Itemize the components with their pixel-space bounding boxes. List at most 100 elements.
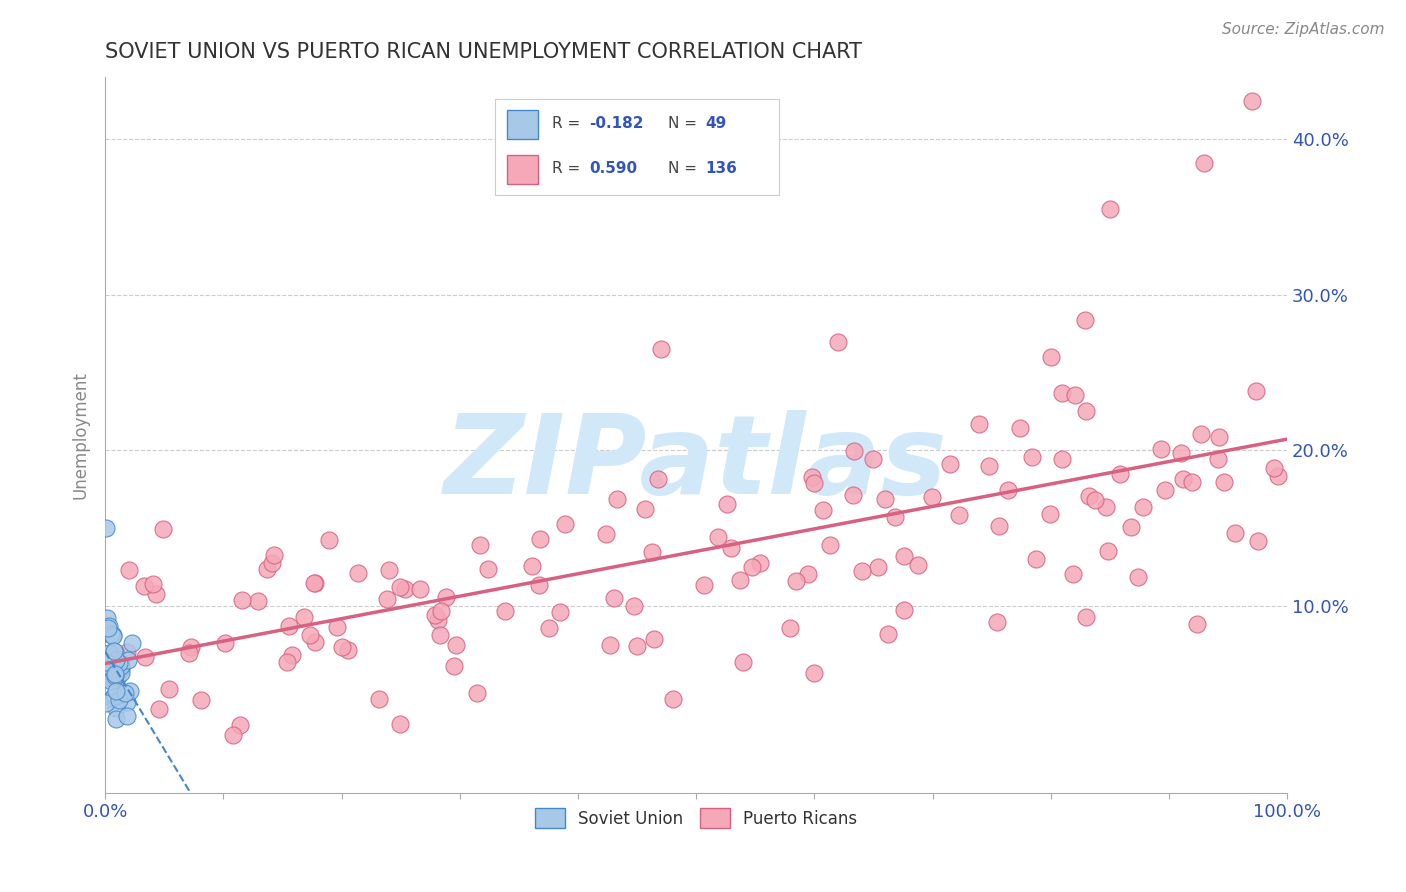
Point bbox=[626, 640, 648, 654]
Point bbox=[1171, 472, 1194, 486]
Point bbox=[741, 559, 763, 574]
Point bbox=[921, 491, 943, 505]
Point bbox=[1021, 450, 1043, 465]
Point bbox=[101, 629, 124, 643]
Point bbox=[152, 522, 174, 536]
Point bbox=[304, 575, 326, 590]
Point bbox=[429, 628, 451, 642]
Point bbox=[1062, 567, 1084, 582]
Point bbox=[1189, 426, 1212, 441]
Point bbox=[104, 664, 127, 678]
Point bbox=[520, 559, 543, 574]
Point bbox=[114, 686, 136, 700]
Point bbox=[298, 627, 321, 641]
Point bbox=[877, 626, 900, 640]
Point bbox=[100, 674, 122, 689]
Point bbox=[1170, 446, 1192, 460]
Point bbox=[866, 560, 889, 574]
Point bbox=[104, 667, 127, 681]
Point bbox=[104, 669, 127, 683]
Point bbox=[96, 663, 118, 677]
Point bbox=[803, 475, 825, 490]
Point bbox=[603, 591, 626, 606]
Point bbox=[1038, 508, 1060, 522]
Point bbox=[1223, 526, 1246, 541]
Point bbox=[96, 661, 118, 675]
Point bbox=[110, 657, 132, 672]
Point bbox=[278, 618, 301, 632]
Point bbox=[643, 632, 665, 646]
Point bbox=[1064, 388, 1087, 402]
Point bbox=[430, 604, 453, 618]
Point bbox=[797, 567, 820, 582]
Point bbox=[893, 603, 915, 617]
Point bbox=[115, 645, 138, 659]
Point bbox=[260, 556, 283, 570]
Y-axis label: Unemployment: Unemployment bbox=[72, 371, 89, 499]
Point bbox=[599, 638, 621, 652]
Point bbox=[779, 621, 801, 635]
Point bbox=[1108, 467, 1130, 481]
Point bbox=[1074, 313, 1097, 327]
Point bbox=[1052, 386, 1074, 401]
Point bbox=[939, 457, 962, 471]
Point bbox=[115, 694, 138, 708]
Point bbox=[101, 673, 124, 687]
Point bbox=[105, 689, 128, 703]
Point bbox=[1074, 404, 1097, 418]
Point bbox=[1181, 475, 1204, 489]
Point bbox=[1240, 94, 1263, 108]
Point bbox=[827, 334, 849, 349]
Point bbox=[1208, 430, 1230, 444]
Point bbox=[813, 503, 835, 517]
Point bbox=[96, 656, 118, 670]
Point bbox=[1077, 489, 1099, 503]
Point bbox=[706, 530, 728, 544]
Legend: Soviet Union, Puerto Ricans: Soviet Union, Puerto Ricans bbox=[529, 802, 865, 834]
Point bbox=[96, 521, 118, 535]
Point bbox=[318, 533, 340, 547]
Text: Source: ZipAtlas.com: Source: ZipAtlas.com bbox=[1222, 22, 1385, 37]
Point bbox=[538, 621, 561, 635]
Point bbox=[105, 671, 128, 685]
Point bbox=[1267, 468, 1289, 483]
Point bbox=[97, 618, 120, 632]
Point bbox=[231, 593, 253, 607]
Point bbox=[105, 658, 128, 673]
Point bbox=[426, 613, 449, 627]
Point bbox=[294, 610, 316, 624]
Point bbox=[1008, 421, 1031, 435]
Point bbox=[893, 549, 915, 563]
Point bbox=[1076, 609, 1098, 624]
Point bbox=[100, 668, 122, 682]
Point bbox=[375, 592, 398, 607]
Point bbox=[986, 615, 1008, 629]
Point bbox=[110, 666, 132, 681]
Point bbox=[693, 577, 716, 591]
Point bbox=[720, 541, 742, 555]
Point bbox=[443, 659, 465, 673]
Point bbox=[1154, 483, 1177, 497]
Point bbox=[1084, 492, 1107, 507]
Point bbox=[108, 656, 131, 670]
Point bbox=[436, 591, 458, 605]
Point bbox=[134, 649, 156, 664]
Point bbox=[98, 646, 121, 660]
Point bbox=[108, 693, 131, 707]
Point bbox=[647, 472, 669, 486]
Point bbox=[304, 635, 326, 649]
Point bbox=[1095, 500, 1118, 514]
Point bbox=[101, 628, 124, 642]
Point bbox=[1263, 460, 1285, 475]
Point bbox=[142, 577, 165, 591]
Point bbox=[988, 519, 1011, 533]
Point bbox=[148, 702, 170, 716]
Point bbox=[179, 646, 201, 660]
Point bbox=[728, 573, 751, 587]
Point bbox=[103, 672, 125, 686]
Point bbox=[105, 652, 128, 666]
Point bbox=[554, 516, 576, 531]
Point bbox=[408, 582, 430, 597]
Point bbox=[228, 717, 250, 731]
Point bbox=[477, 562, 499, 576]
